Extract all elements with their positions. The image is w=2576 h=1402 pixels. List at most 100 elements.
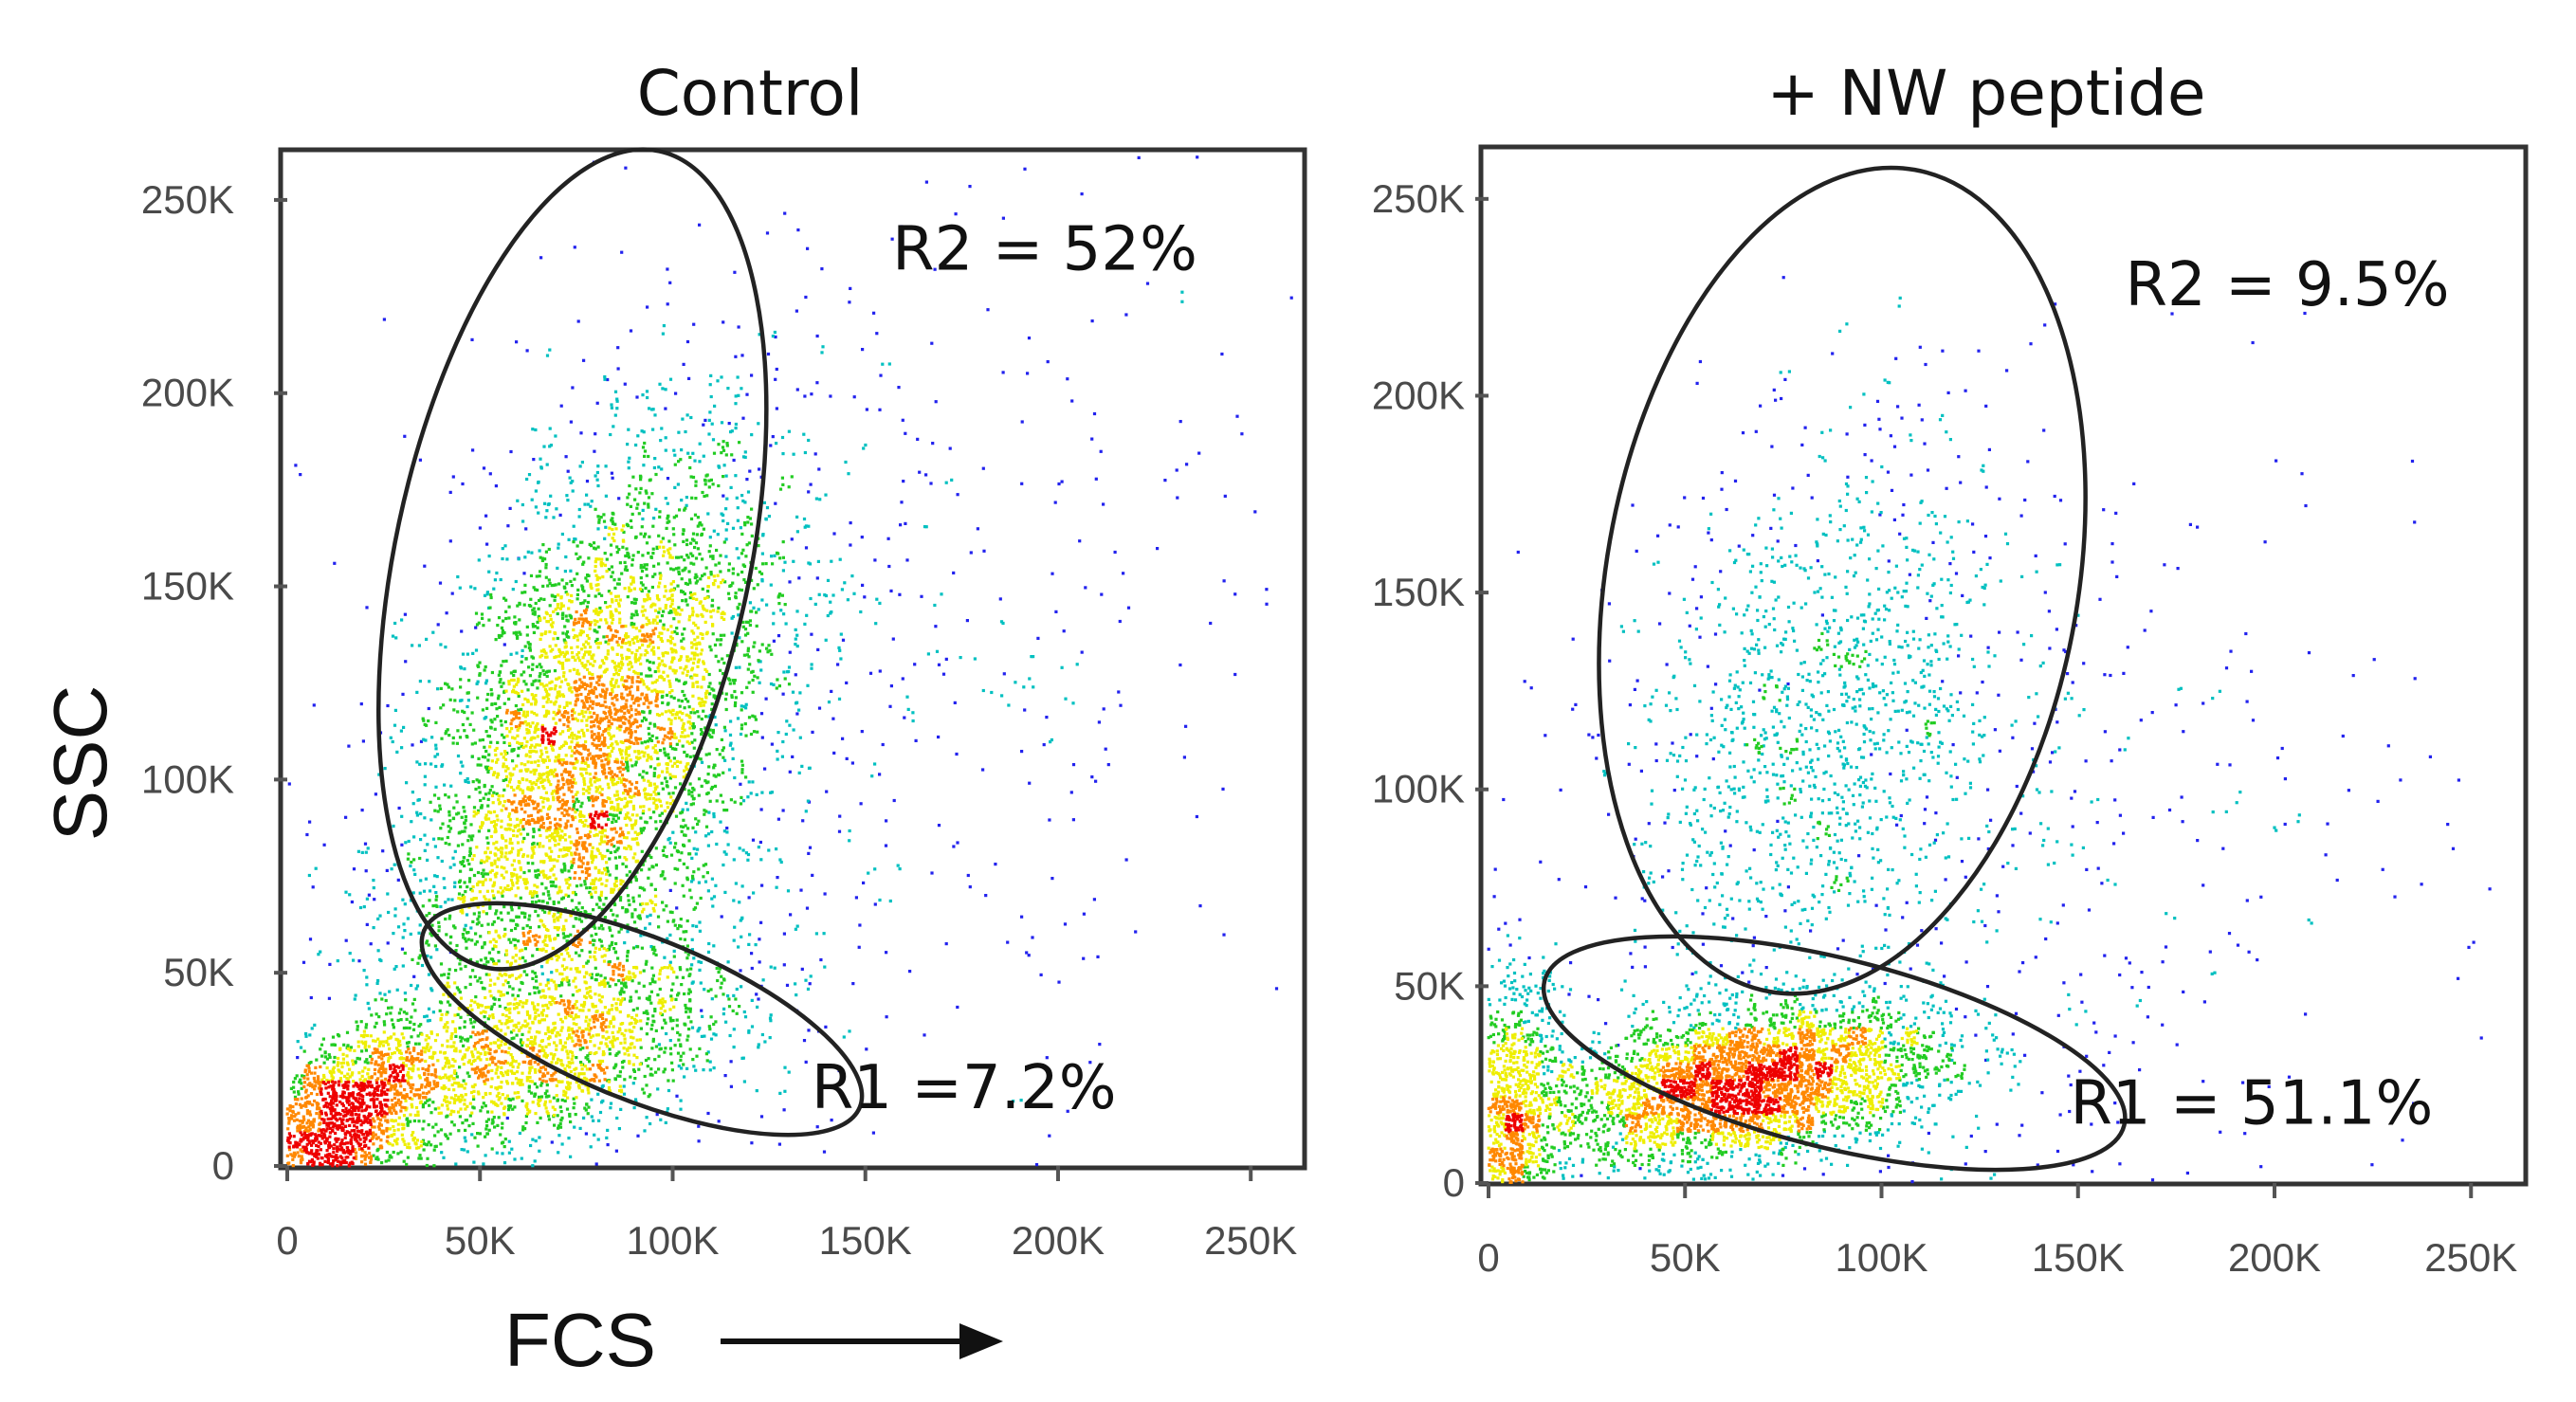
data-point xyxy=(731,526,736,530)
data-point xyxy=(434,747,438,751)
data-point xyxy=(781,569,785,573)
data-point xyxy=(671,1079,675,1083)
data-point xyxy=(666,975,669,979)
data-point xyxy=(511,1097,515,1101)
data-point xyxy=(559,1017,563,1021)
data-point xyxy=(749,732,754,737)
data-point xyxy=(535,574,539,578)
data-point xyxy=(697,819,701,823)
data-point xyxy=(689,415,693,420)
data-point xyxy=(566,469,570,473)
data-point xyxy=(643,740,648,744)
data-point xyxy=(485,872,490,876)
data-point xyxy=(700,717,703,721)
data-point xyxy=(691,451,695,455)
data-point xyxy=(460,815,464,819)
data-point xyxy=(777,1142,781,1146)
data-point xyxy=(732,458,736,463)
data-point xyxy=(831,717,835,720)
data-point xyxy=(442,1084,446,1088)
data-point xyxy=(583,994,587,998)
data-point xyxy=(832,751,836,755)
data-point xyxy=(531,954,535,957)
data-point xyxy=(471,1105,475,1109)
data-point xyxy=(500,1065,503,1069)
data-point xyxy=(674,997,678,1001)
data-point xyxy=(690,629,694,633)
data-point xyxy=(681,671,685,675)
data-point xyxy=(634,487,638,491)
data-point xyxy=(669,795,673,799)
data-point xyxy=(735,1011,739,1015)
data-point xyxy=(652,564,656,568)
data-point xyxy=(657,714,661,718)
data-point xyxy=(603,1006,607,1010)
data-point xyxy=(934,625,938,628)
data-point xyxy=(511,919,515,922)
data-point xyxy=(741,499,745,503)
data-point xyxy=(603,867,607,871)
data-point xyxy=(878,898,882,902)
data-point xyxy=(968,885,972,889)
data-point xyxy=(596,1033,600,1037)
data-point xyxy=(761,562,765,566)
data-point xyxy=(690,856,694,860)
data-point xyxy=(536,588,539,592)
data-point xyxy=(536,1120,539,1124)
data-point xyxy=(608,984,612,988)
data-point xyxy=(693,545,697,550)
data-point xyxy=(758,660,762,664)
data-point xyxy=(461,764,465,768)
data-point xyxy=(1082,956,1086,960)
data-point xyxy=(483,668,486,672)
data-point xyxy=(1113,550,1117,555)
data-point xyxy=(695,1054,699,1058)
data-point xyxy=(642,984,646,988)
data-point xyxy=(541,869,545,873)
data-point xyxy=(418,762,422,766)
data-point xyxy=(491,894,496,898)
data-point xyxy=(673,630,677,634)
data-point xyxy=(770,652,774,656)
data-point xyxy=(575,999,578,1004)
data-point xyxy=(827,701,831,704)
data-point xyxy=(507,741,511,745)
data-point xyxy=(713,643,718,646)
data-point xyxy=(459,1039,463,1043)
data-point xyxy=(519,818,522,823)
data-point xyxy=(725,654,729,658)
data-point xyxy=(547,893,551,897)
data-point xyxy=(515,651,519,655)
data-point xyxy=(488,905,492,909)
data-point xyxy=(697,960,701,964)
data-point xyxy=(757,608,760,611)
data-point xyxy=(536,842,539,846)
data-point xyxy=(637,981,641,985)
data-point xyxy=(502,905,506,909)
data-point xyxy=(487,973,491,976)
data-point xyxy=(708,1028,712,1031)
data-point xyxy=(500,723,503,727)
data-point xyxy=(757,659,760,663)
data-point xyxy=(593,938,596,942)
data-point xyxy=(560,1026,564,1029)
data-point xyxy=(557,692,561,696)
data-point xyxy=(438,581,443,585)
data-point xyxy=(679,1043,683,1047)
data-point xyxy=(484,912,488,916)
data-point xyxy=(852,592,856,595)
data-point xyxy=(462,900,466,904)
data-point xyxy=(417,1024,421,1028)
data-point xyxy=(653,573,657,576)
data-point xyxy=(695,579,700,583)
data-point xyxy=(653,798,658,802)
data-point xyxy=(527,665,531,669)
data-point xyxy=(521,791,525,795)
data-point xyxy=(650,901,654,904)
data-point xyxy=(367,1067,371,1071)
data-point xyxy=(695,673,699,677)
data-point xyxy=(543,557,547,561)
data-point xyxy=(411,957,414,961)
data-point xyxy=(425,1045,429,1048)
data-point xyxy=(484,1104,487,1108)
